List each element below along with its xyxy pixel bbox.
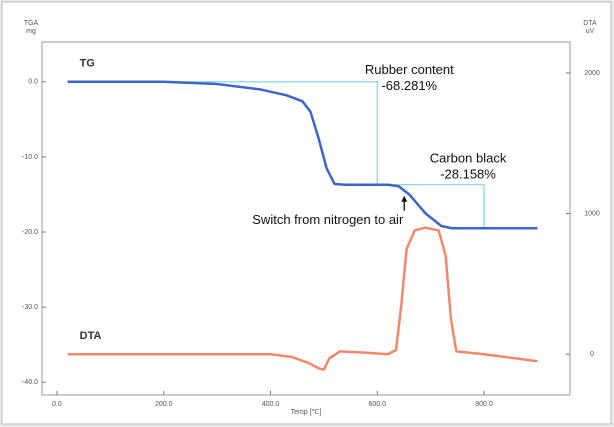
y-tick-label: -20.0	[22, 229, 38, 236]
y2-unit: uV	[586, 28, 595, 35]
y2-tick-label: 0	[590, 351, 594, 358]
x-label: Temp [℃]	[291, 409, 322, 416]
x-tick-label: 600.0	[369, 401, 387, 408]
annotation: Rubber content	[365, 62, 454, 77]
y-tick-label: 0.0	[28, 79, 38, 86]
annotation: Switch from nitrogen to air	[252, 212, 404, 227]
series-line	[67, 226, 538, 371]
x-tick-label: 800.0	[475, 401, 493, 408]
guide-line	[121, 81, 378, 185]
y-unit: mg	[26, 28, 36, 35]
x-tick-label: 0.0	[52, 401, 62, 408]
y-label: TGA	[24, 20, 39, 27]
annotation: -68.281%	[381, 78, 437, 93]
series-line	[67, 80, 538, 230]
guide-line	[377, 184, 485, 229]
plot-area	[41, 41, 571, 396]
y-tick-label: -30.0	[22, 304, 38, 311]
annotation: Carbon black	[430, 151, 507, 166]
series-label: TG	[80, 58, 95, 70]
series-label: DTA	[80, 330, 102, 342]
y-tick-label: -10.0	[22, 154, 38, 161]
arrow-head	[401, 195, 408, 202]
y2-label: DTA	[583, 20, 597, 27]
x-tick-label: 200.0	[155, 401, 173, 408]
y2-tick-label: 2000	[584, 70, 600, 77]
y-tick-label: -40.0	[22, 379, 38, 386]
x-tick-label: 400.0	[262, 401, 280, 408]
annotation: -28.158%	[440, 167, 496, 182]
y2-tick-label: 1000	[584, 210, 600, 217]
